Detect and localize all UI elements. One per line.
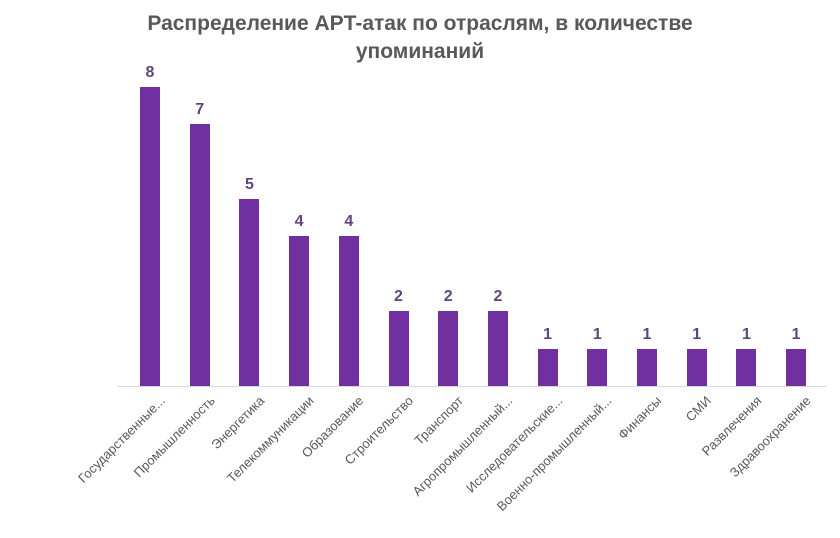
bar-13 bbox=[736, 348, 757, 386]
bar-3 bbox=[239, 199, 260, 386]
x-axis-label-12: СМИ bbox=[682, 393, 715, 425]
bar-value-label-11: 1 bbox=[642, 325, 652, 343]
x-axis-label-1: Государственные... bbox=[74, 393, 168, 486]
bar-2 bbox=[189, 124, 210, 386]
x-axis-line bbox=[118, 386, 826, 387]
bar-4 bbox=[289, 236, 310, 386]
bar-12 bbox=[686, 348, 707, 386]
bar-7 bbox=[438, 311, 459, 386]
bar-6 bbox=[388, 311, 409, 386]
bar-value-label-7: 2 bbox=[443, 288, 453, 306]
x-axis-label-8: Агропромышленный... bbox=[409, 393, 516, 499]
bar-value-label-6: 2 bbox=[394, 288, 403, 306]
bar-5 bbox=[338, 236, 359, 386]
bar-14 bbox=[786, 348, 807, 386]
x-axis-label-4: Телекоммуникации bbox=[224, 393, 317, 486]
bar-value-label-4: 4 bbox=[294, 213, 304, 231]
bar-value-label-12: 1 bbox=[692, 325, 702, 343]
chart-title: Распределение APT-атак по отраслям, в ко… bbox=[0, 10, 840, 66]
chart-title-line2: упоминаний bbox=[355, 40, 485, 63]
bar-value-label-2: 7 bbox=[195, 101, 205, 119]
bar-value-label-5: 4 bbox=[344, 213, 354, 231]
bar-10 bbox=[587, 348, 608, 386]
chart-title-line1: Распределение APT-атак по отраслям, в ко… bbox=[147, 12, 693, 35]
bar-value-label-13: 1 bbox=[741, 325, 751, 343]
bar-value-label-8: 2 bbox=[493, 288, 503, 306]
bar-9 bbox=[537, 348, 558, 386]
bar-11 bbox=[637, 348, 657, 386]
bar-value-label-10: 1 bbox=[592, 325, 602, 343]
x-axis-label-11: Финансы bbox=[615, 393, 665, 443]
bar-8 bbox=[487, 311, 508, 386]
bar-value-label-14: 1 bbox=[791, 325, 801, 343]
bar-value-label-9: 1 bbox=[543, 325, 553, 343]
x-axis-label-9: Исследовательские... bbox=[462, 393, 566, 496]
bar-value-label-1: 8 bbox=[145, 63, 155, 81]
bar-value-label-3: 5 bbox=[244, 176, 254, 193]
bar-1 bbox=[140, 86, 160, 386]
